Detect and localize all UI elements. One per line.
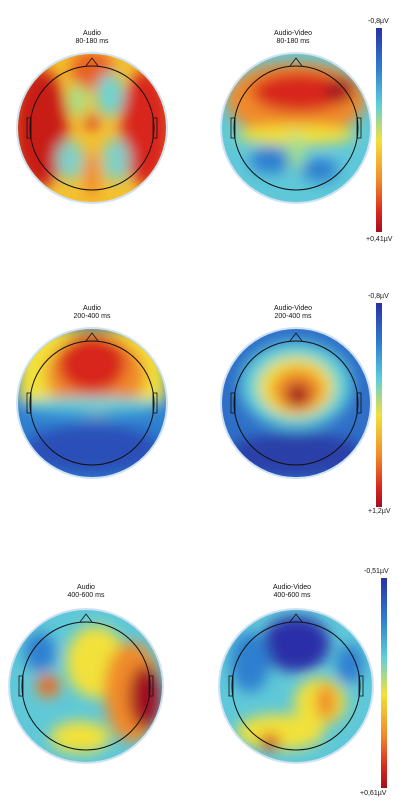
topomap-audiovideo-200-400 — [220, 327, 372, 479]
map-title: Audio-Video — [273, 30, 312, 37]
topomap-audiovideo-80-180 — [220, 52, 372, 204]
topomaps-80-180 — [16, 28, 382, 232]
scale-bottom-label: +1,2µV — [368, 508, 391, 515]
scale-top-label: -0,8µV — [368, 293, 389, 300]
topomaps-400-600 — [8, 578, 387, 788]
map-label-audio-80-180: Audio 80-180 ms — [47, 30, 137, 46]
map-window: 80-180 ms — [75, 38, 109, 45]
topomap-audio-400-600 — [8, 608, 164, 764]
map-window: 400-600 ms — [273, 592, 311, 599]
colorbar — [376, 28, 382, 232]
map-title: Audio-Video — [273, 305, 312, 312]
topomap-audio-80-180 — [16, 52, 168, 204]
topomaps-200-400 — [16, 303, 382, 507]
map-window: 200-400 ms — [274, 313, 312, 320]
map-title: Audio — [83, 30, 101, 37]
scale-top-label: -0,51µV — [364, 568, 389, 575]
colorbar — [376, 303, 382, 507]
map-label-audiovideo-200-400: Audio-Video 200-400 ms — [248, 305, 338, 321]
colorbar — [381, 578, 387, 788]
scale-top-label: -0,8µV — [368, 18, 389, 25]
topomap-audio-200-400 — [16, 327, 168, 479]
panel-80-180: Audio 80-180 ms Audio-Video 80-180 ms -0… — [0, 0, 409, 250]
map-window: 400-600 ms — [67, 592, 105, 599]
topomap-audiovideo-400-600 — [218, 608, 374, 764]
scale-bottom-label: +0,41µV — [366, 236, 393, 243]
scale-bottom-label: +0,61µV — [360, 790, 387, 797]
map-label-audio-400-600: Audio 400-600 ms — [41, 584, 131, 600]
map-label-audiovideo-400-600: Audio-Video 400-600 ms — [247, 584, 337, 600]
panel-200-400: Audio 200-400 ms Audio-Video 200-400 ms … — [0, 275, 409, 525]
map-title: Audio — [77, 584, 95, 591]
map-window: 80-180 ms — [276, 38, 310, 45]
map-label-audio-200-400: Audio 200-400 ms — [47, 305, 137, 321]
map-title: Audio-Video — [272, 584, 311, 591]
map-label-audiovideo-80-180: Audio-Video 80-180 ms — [248, 30, 338, 46]
map-title: Audio — [83, 305, 101, 312]
map-window: 200-400 ms — [73, 313, 111, 320]
panel-400-600: Audio 400-600 ms Audio-Video 400-600 ms … — [0, 552, 409, 802]
